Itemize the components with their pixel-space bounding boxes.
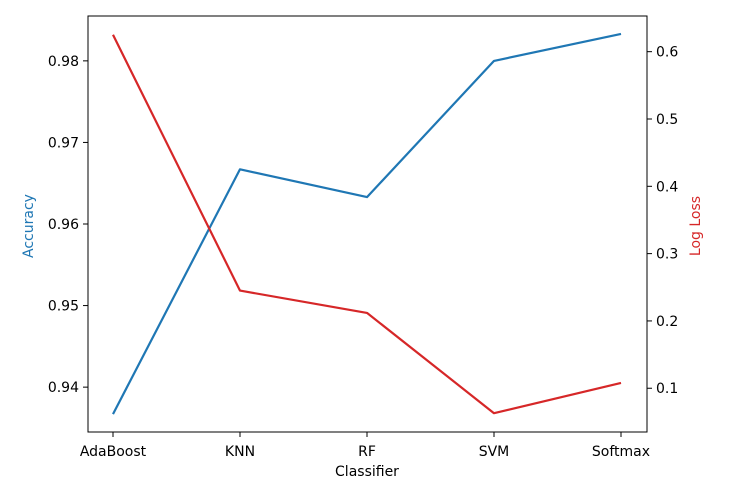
right-y-tick-label: 0.3 [656, 247, 678, 263]
accuracy-line [112, 32, 622, 415]
x-tick-label: Softmax [592, 444, 650, 460]
right-y-tick-label: 0.1 [656, 381, 678, 397]
series-lines [112, 32, 622, 415]
left-y-tick-label: 0.96 [48, 217, 79, 233]
right-axis-label: Log Loss [688, 196, 704, 256]
right-y-axis: 0.1 0.2 0.3 0.4 0.5 0.6 [647, 45, 678, 397]
left-axis-label: Accuracy [21, 194, 37, 258]
x-axis: AdaBoost KNN RF SVM Softmax [80, 432, 650, 460]
left-y-tick-label: 0.97 [48, 135, 79, 151]
right-y-tick-label: 0.5 [656, 112, 678, 128]
right-y-tick-label: 0.6 [656, 45, 678, 61]
x-tick-label: SVM [479, 444, 510, 460]
left-y-tick-label: 0.98 [48, 54, 79, 70]
x-tick-label: AdaBoost [80, 444, 147, 460]
left-y-axis: 0.94 0.95 0.96 0.97 0.98 [48, 54, 88, 396]
plot-frame [87, 15, 648, 433]
right-y-tick-label: 0.4 [656, 179, 678, 195]
x-tick-label: RF [358, 444, 376, 460]
log-loss-line [112, 34, 622, 415]
left-y-tick-label: 0.95 [48, 299, 79, 315]
x-axis-label: Classifier [335, 464, 399, 480]
x-tick-label: KNN [225, 444, 255, 460]
right-y-tick-label: 0.2 [656, 314, 678, 330]
left-y-tick-label: 0.94 [48, 380, 79, 396]
